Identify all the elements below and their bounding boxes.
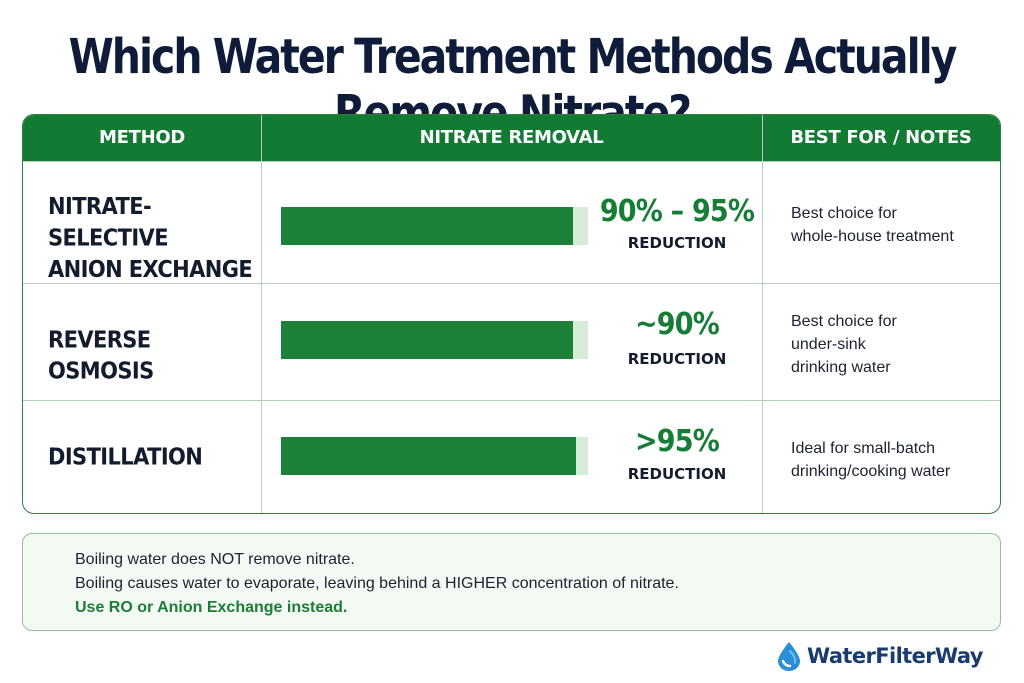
table-header: METHOD NITRATE REMOVAL BEST FOR / NOTES — [23, 115, 1000, 161]
callout-line-2: Boiling causes water to evaporate, leavi… — [75, 575, 679, 592]
note-line: whole-house treatment — [791, 228, 954, 245]
bar-anion-exchange — [281, 207, 573, 245]
method-line: DISTILLATION — [48, 444, 203, 470]
note-line: drinking/cooking water — [791, 463, 951, 480]
table-row: REVERSE OSMOSIS ~90% REDUCTION Best choi… — [23, 283, 1000, 400]
method-label: DISTILLATION — [48, 442, 258, 473]
note-line: Best choice for — [791, 313, 897, 330]
header-method: METHOD — [99, 127, 185, 148]
note-line: Ideal for small-batch — [791, 440, 936, 457]
table-row: NITRATE-SELECTIVE ANION EXCHANGE 90% – 9… — [23, 161, 1000, 283]
data-label-distillation: >95% — [634, 424, 720, 459]
boiling-warning-callout: Boiling water does NOT remove nitrate. B… — [22, 533, 1001, 631]
table-row: DISTILLATION >95% REDUCTION Ideal for sm… — [23, 400, 1000, 513]
callout-line-3: Use RO or Anion Exchange instead. — [75, 599, 348, 616]
reduction-label: REDUCTION — [627, 465, 727, 483]
note-text: Best choice for whole-house treatment — [791, 202, 991, 248]
method-label: NITRATE-SELECTIVE ANION EXCHANGE — [48, 192, 258, 286]
column-divider — [762, 115, 763, 513]
bar-track — [281, 437, 588, 475]
note-line: Best choice for — [791, 205, 897, 222]
comparison-table: METHOD NITRATE REMOVAL BEST FOR / NOTES … — [22, 114, 1001, 514]
water-drop-icon — [778, 642, 800, 671]
note-text: Ideal for small-batch drinking/cooking w… — [791, 437, 991, 483]
column-divider — [261, 115, 262, 513]
note-text: Best choice for under-sink drinking wate… — [791, 310, 991, 379]
bar-reverse-osmosis — [281, 321, 573, 359]
note-line: drinking water — [791, 359, 891, 376]
header-best-for: BEST FOR / NOTES — [790, 127, 972, 148]
bar-track — [281, 321, 588, 359]
data-label-anion-exchange: 90% – 95% — [599, 194, 755, 229]
header-nitrate-removal: NITRATE REMOVAL — [419, 127, 604, 148]
method-label: REVERSE OSMOSIS — [48, 325, 258, 388]
method-line: NITRATE-SELECTIVE — [48, 193, 169, 251]
method-line: ANION EXCHANGE — [48, 256, 253, 283]
bar-track — [281, 207, 588, 245]
reduction-label: REDUCTION — [627, 234, 727, 252]
callout-line-1: Boiling water does NOT remove nitrate. — [75, 551, 355, 568]
method-line: REVERSE OSMOSIS — [48, 326, 154, 385]
data-label-reverse-osmosis: ~90% — [634, 307, 720, 342]
reduction-label: REDUCTION — [627, 350, 727, 368]
bar-distillation — [281, 437, 576, 475]
note-line: under-sink — [791, 336, 866, 353]
brand-name: WaterFilterWay — [807, 644, 983, 668]
page-title: Which Water Treatment Methods Actually R… — [68, 28, 958, 142]
